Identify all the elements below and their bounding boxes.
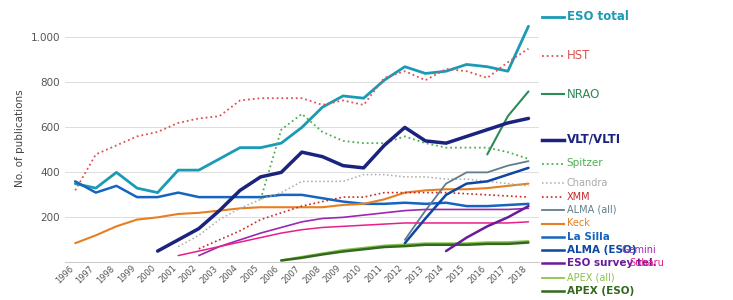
Text: HST: HST [567, 49, 590, 62]
Text: VLT/VLTI: VLT/VLTI [567, 133, 621, 146]
Y-axis label: No. of publications: No. of publications [15, 90, 25, 188]
Text: NRAO: NRAO [567, 88, 600, 101]
Text: APEX (all): APEX (all) [567, 272, 614, 283]
Text: Spitzer: Spitzer [567, 158, 603, 169]
Text: ESO survey tel.: ESO survey tel. [567, 258, 656, 268]
Text: Chandra: Chandra [567, 178, 608, 188]
Text: Gemini: Gemini [622, 244, 656, 255]
Text: APEX (ESO): APEX (ESO) [567, 286, 634, 296]
Text: ALMA (all): ALMA (all) [567, 205, 616, 215]
Text: ESO total: ESO total [567, 10, 628, 23]
Text: Subaru: Subaru [629, 258, 664, 268]
Text: ALMA (ESO): ALMA (ESO) [567, 244, 636, 255]
Text: XMM: XMM [567, 191, 590, 202]
Text: La Silla: La Silla [567, 232, 609, 242]
Text: Keck: Keck [567, 218, 589, 229]
